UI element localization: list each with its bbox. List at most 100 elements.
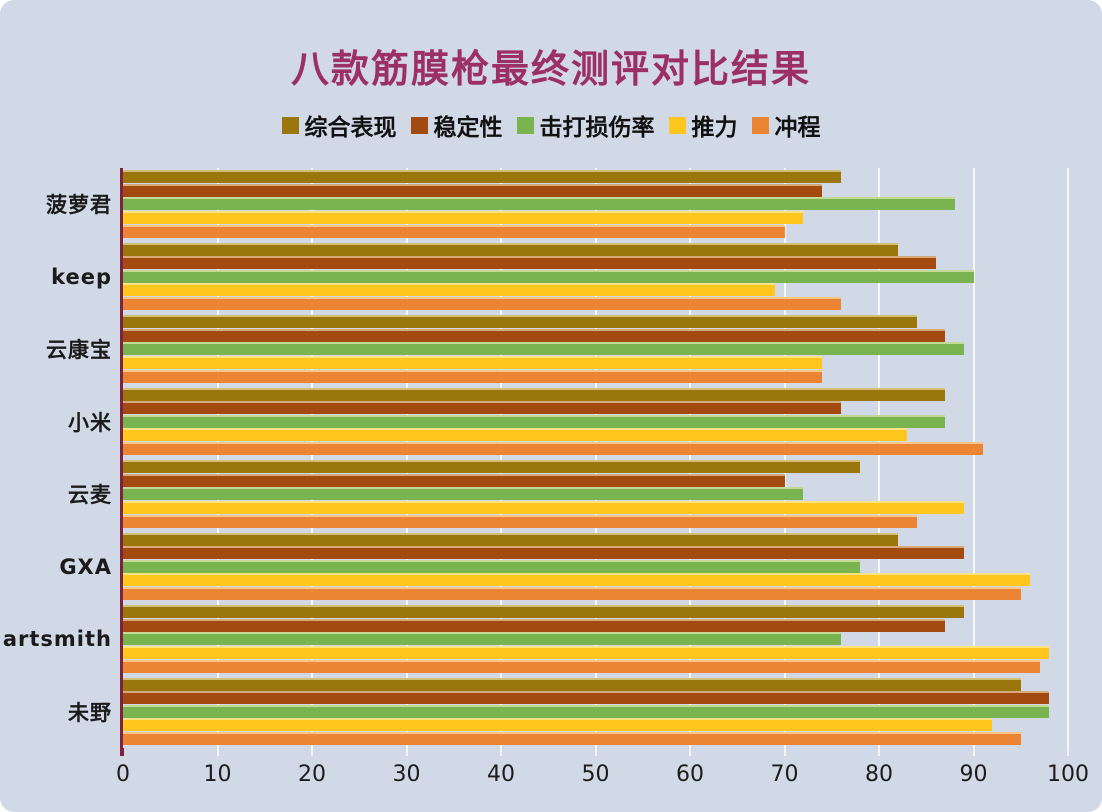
tick-label: 50 — [581, 762, 610, 787]
tick-mark — [500, 748, 502, 756]
bar — [123, 224, 785, 238]
tick-label: 90 — [959, 762, 988, 787]
category-label: GXA — [59, 554, 112, 579]
tick-label: 10 — [203, 762, 232, 787]
bar — [123, 546, 965, 560]
category-label: 小米 — [68, 410, 112, 435]
legend-item: 击打损伤率 — [516, 108, 655, 142]
legend: 综合表现 稳定性 击打损伤率 推力 冲程 — [0, 108, 1102, 142]
bar — [123, 197, 955, 211]
bar — [123, 718, 993, 732]
plot-area: 菠萝君 keep 云康宝 小米 云麦 GXA artsmith 未野 0 10 20 30 40 50 6… — [0, 168, 1102, 812]
bar — [123, 256, 936, 270]
bar — [123, 355, 823, 369]
bar — [123, 618, 946, 632]
bar — [123, 645, 1050, 659]
bar — [123, 242, 898, 256]
bar — [123, 342, 965, 356]
legend-swatch — [410, 116, 428, 134]
bar — [123, 532, 898, 546]
legend-swatch — [668, 116, 686, 134]
y-axis-line — [120, 168, 123, 756]
bar — [123, 269, 974, 283]
bar — [123, 677, 1021, 691]
tick-mark — [1067, 748, 1069, 756]
bar — [123, 704, 1050, 718]
gridline — [500, 168, 502, 748]
bar — [123, 428, 908, 442]
tick-label: 0 — [116, 762, 130, 787]
x-axis-tick-labels: 0 10 20 30 40 50 60 70 80 90 100 — [116, 762, 1089, 792]
tick-label: 40 — [487, 762, 515, 787]
tick-label: 80 — [865, 762, 893, 787]
bar — [123, 487, 804, 501]
tick-mark — [311, 748, 313, 756]
legend-swatch — [281, 116, 299, 134]
gridline — [594, 168, 597, 748]
legend-item: 稳定性 — [410, 108, 503, 142]
gridline — [783, 168, 786, 748]
legend-swatch — [516, 116, 534, 134]
tick-label: 60 — [676, 762, 704, 787]
category-label: artsmith — [2, 627, 112, 652]
bar — [123, 387, 946, 401]
tick-mark — [972, 748, 975, 756]
chart-title: 八款筋膜枪最终测评对比结果 — [290, 47, 811, 91]
tick-label: 30 — [392, 762, 421, 787]
bar — [123, 210, 804, 224]
bar-group — [123, 313, 1068, 386]
bar — [123, 414, 946, 428]
bar — [123, 573, 1031, 587]
legend-label: 冲程 — [774, 115, 821, 141]
legend-label: 稳定性 — [433, 115, 503, 141]
gridline — [311, 168, 313, 748]
tick-mark — [216, 748, 219, 756]
bar — [123, 401, 842, 415]
tick-mark — [122, 748, 124, 756]
tick-mark — [594, 748, 597, 756]
category-label: 未野 — [68, 700, 112, 725]
bar-group — [123, 168, 1068, 241]
gridline — [689, 168, 691, 748]
x-axis-ticks — [122, 748, 1069, 756]
gridline — [405, 168, 408, 748]
legend-label: 综合表现 — [304, 115, 397, 141]
category-label: 菠萝君 — [46, 193, 112, 218]
bar — [123, 183, 823, 197]
bar-group — [123, 241, 1068, 314]
bar — [123, 473, 785, 487]
gridline — [878, 168, 880, 748]
gridline — [972, 168, 975, 748]
bar-group — [123, 603, 1068, 676]
bar — [123, 691, 1050, 705]
legend-swatch — [751, 116, 769, 134]
legend-item: 综合表现 — [281, 108, 397, 142]
bar — [123, 559, 861, 573]
bar-group — [123, 386, 1068, 459]
legend-item: 冲程 — [751, 108, 821, 142]
bar — [123, 315, 917, 328]
bar — [123, 328, 946, 342]
bar — [123, 632, 842, 646]
bar-group — [123, 531, 1068, 604]
bar — [123, 170, 842, 183]
gridline — [216, 168, 219, 748]
tick-label: 70 — [770, 762, 799, 787]
bar-group — [123, 676, 1068, 749]
tick-label: 20 — [298, 762, 326, 787]
legend-label: 击打损伤率 — [539, 115, 655, 141]
bar — [123, 460, 861, 473]
legend-item: 推力 — [668, 108, 738, 142]
category-label: keep — [51, 264, 112, 289]
category-label: 云康宝 — [46, 338, 112, 363]
bar-group — [123, 458, 1068, 531]
tick-mark — [405, 748, 408, 756]
bar — [123, 605, 965, 618]
gridline — [1067, 168, 1069, 748]
tick-mark — [878, 748, 880, 756]
bar — [123, 514, 917, 528]
bar — [123, 283, 776, 297]
bar — [123, 442, 983, 455]
bar — [123, 659, 1040, 673]
